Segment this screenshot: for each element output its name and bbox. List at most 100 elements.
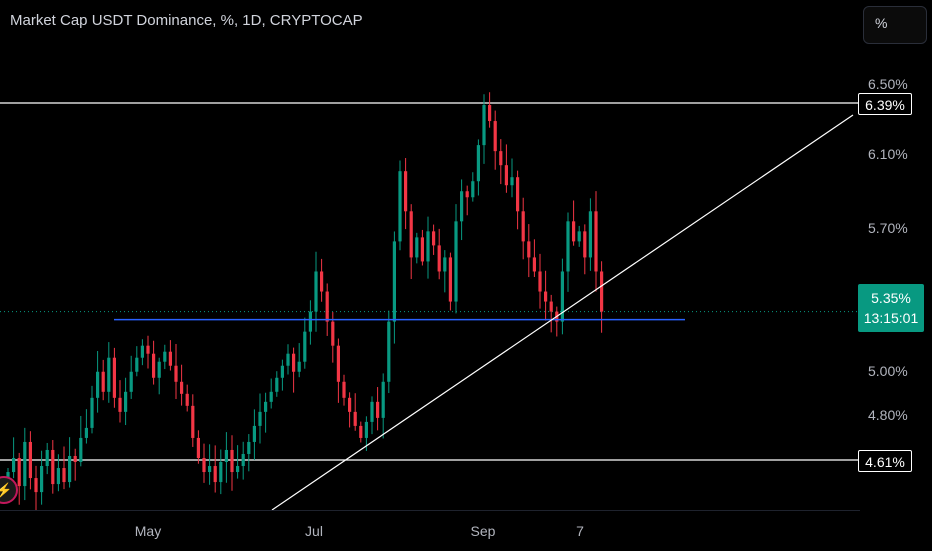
candle — [129, 355, 133, 399]
candle-body — [409, 211, 413, 258]
candle-body — [476, 145, 480, 182]
lightning-icon[interactable]: ⚡ — [0, 476, 18, 504]
candle — [325, 283, 329, 336]
candle-body — [342, 381, 346, 398]
candle-body — [275, 377, 279, 392]
candle-body — [28, 441, 32, 479]
candle-body — [174, 365, 178, 382]
candle — [398, 160, 402, 251]
candle-body — [73, 455, 77, 463]
candle-body — [443, 257, 447, 272]
candle — [163, 344, 167, 370]
x-tick-label: 7 — [576, 523, 584, 539]
candle-body — [538, 271, 542, 292]
candle-body — [224, 449, 228, 463]
candle — [488, 92, 492, 128]
candlestick-chart[interactable] — [0, 0, 860, 510]
candle-body — [471, 181, 475, 198]
candle-body — [415, 237, 419, 258]
candle — [499, 139, 503, 185]
candle-body — [157, 361, 161, 378]
candle-body — [516, 177, 520, 212]
candle-body — [544, 291, 548, 302]
candle — [342, 374, 346, 406]
candle-body — [129, 371, 133, 392]
candle-body — [112, 357, 116, 398]
ascending-trend-line[interactable] — [271, 114, 854, 510]
candle — [415, 232, 419, 264]
candle — [566, 212, 570, 292]
candle — [437, 228, 441, 280]
candle — [264, 392, 268, 433]
candle — [583, 224, 587, 275]
candle — [504, 144, 508, 193]
x-tick-label: Jul — [305, 523, 323, 539]
candle-body — [292, 353, 296, 372]
candle — [521, 197, 525, 260]
candle-body — [23, 441, 27, 487]
candle-body — [465, 191, 469, 198]
candle-body — [488, 105, 492, 122]
candle-body — [387, 321, 391, 382]
candle — [594, 191, 598, 292]
candle — [286, 344, 290, 375]
last-price-value: 5.35% — [871, 290, 911, 306]
candle — [84, 409, 88, 444]
candle-body — [163, 351, 167, 362]
candle — [28, 431, 32, 490]
candle-body — [521, 211, 525, 242]
candle-body — [12, 457, 16, 473]
candle-body — [90, 397, 94, 428]
candle — [370, 396, 374, 435]
candle-body — [230, 449, 234, 473]
candle — [73, 448, 77, 481]
candle — [224, 432, 228, 483]
candle — [516, 170, 520, 230]
candle-body — [280, 365, 284, 378]
candle — [180, 364, 184, 406]
candle — [152, 340, 156, 385]
candle-body — [62, 468, 66, 483]
candle-body — [258, 411, 262, 426]
candle-body — [398, 171, 402, 242]
candle — [275, 371, 279, 397]
level-label-upper: 6.39% — [858, 93, 912, 115]
candle — [555, 306, 559, 337]
candle — [432, 224, 436, 255]
candle-body — [353, 411, 357, 426]
candle — [532, 239, 536, 277]
candle — [336, 338, 340, 403]
candle — [404, 158, 408, 230]
candle — [68, 437, 72, 488]
candle — [230, 435, 234, 491]
candle — [544, 270, 548, 321]
candle — [124, 377, 128, 426]
candle-body — [359, 425, 363, 438]
candle-body — [308, 311, 312, 332]
candle — [460, 179, 464, 241]
candle — [269, 378, 273, 409]
level-label-lower: 4.61% — [858, 450, 912, 472]
candle-body — [370, 401, 374, 422]
percent-scale-button[interactable]: % — [863, 6, 927, 44]
candle-body — [336, 345, 340, 382]
candle — [17, 452, 21, 505]
candle — [79, 415, 83, 467]
candle — [454, 204, 458, 314]
y-tick-label: 6.10% — [868, 146, 908, 162]
candle — [314, 251, 318, 332]
candle — [482, 94, 486, 164]
candle-body — [168, 351, 172, 366]
candle — [40, 450, 44, 505]
candle-body — [297, 361, 301, 372]
candle-body — [404, 171, 408, 212]
candle — [465, 185, 469, 216]
candle — [236, 445, 240, 479]
candle — [303, 317, 307, 369]
candle — [34, 465, 38, 510]
y-tick-label: 6.50% — [868, 76, 908, 92]
candle — [135, 346, 139, 377]
candle — [448, 252, 452, 311]
candle — [297, 343, 301, 378]
time-axis[interactable]: May Jul Sep 7 — [0, 510, 860, 551]
